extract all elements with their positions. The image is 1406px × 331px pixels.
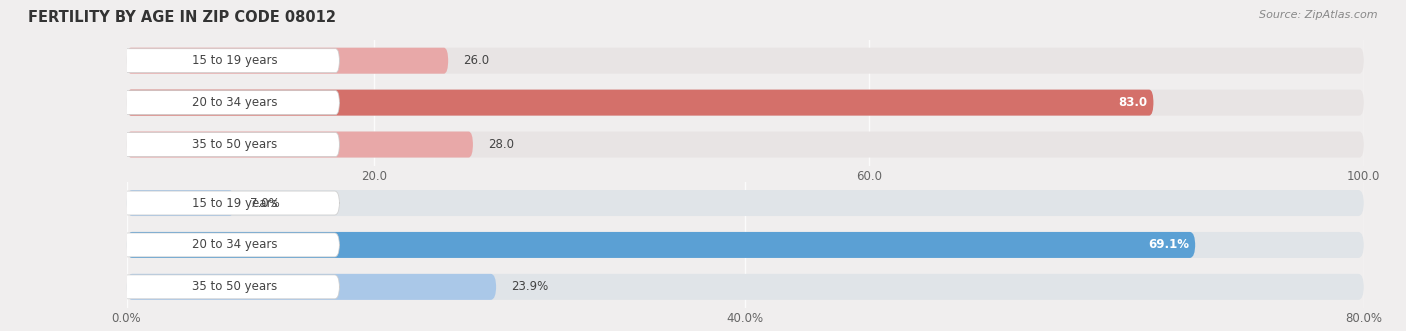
FancyBboxPatch shape [127, 48, 449, 74]
FancyBboxPatch shape [122, 275, 339, 299]
FancyBboxPatch shape [127, 131, 472, 158]
Text: 20 to 34 years: 20 to 34 years [193, 96, 277, 109]
Text: 35 to 50 years: 35 to 50 years [193, 138, 277, 151]
Text: Source: ZipAtlas.com: Source: ZipAtlas.com [1260, 10, 1378, 20]
FancyBboxPatch shape [122, 233, 339, 257]
Text: 15 to 19 years: 15 to 19 years [193, 197, 277, 210]
Text: 83.0: 83.0 [1118, 96, 1147, 109]
FancyBboxPatch shape [122, 191, 339, 215]
Text: 35 to 50 years: 35 to 50 years [193, 280, 277, 293]
FancyBboxPatch shape [127, 190, 235, 216]
Text: 26.0: 26.0 [463, 54, 489, 67]
Text: 20 to 34 years: 20 to 34 years [193, 238, 277, 252]
Text: 23.9%: 23.9% [510, 280, 548, 293]
Text: FERTILITY BY AGE IN ZIP CODE 08012: FERTILITY BY AGE IN ZIP CODE 08012 [28, 10, 336, 25]
FancyBboxPatch shape [127, 274, 496, 300]
FancyBboxPatch shape [127, 90, 1153, 116]
FancyBboxPatch shape [122, 133, 339, 157]
FancyBboxPatch shape [127, 232, 1364, 258]
Text: 28.0: 28.0 [488, 138, 513, 151]
FancyBboxPatch shape [127, 232, 1195, 258]
FancyBboxPatch shape [127, 48, 1364, 74]
Text: 69.1%: 69.1% [1149, 238, 1189, 252]
FancyBboxPatch shape [127, 274, 1364, 300]
Text: 7.0%: 7.0% [250, 197, 280, 210]
FancyBboxPatch shape [127, 190, 1364, 216]
FancyBboxPatch shape [127, 90, 1364, 116]
FancyBboxPatch shape [127, 131, 1364, 158]
FancyBboxPatch shape [122, 49, 339, 72]
Text: 15 to 19 years: 15 to 19 years [193, 54, 277, 67]
FancyBboxPatch shape [122, 91, 339, 115]
